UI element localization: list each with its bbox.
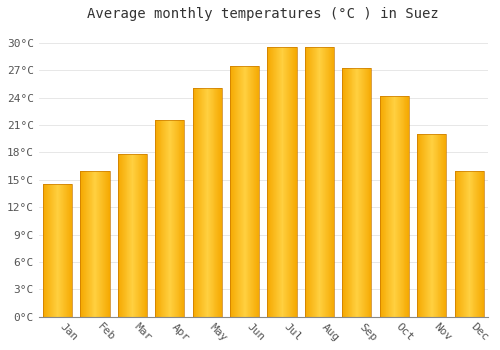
Bar	[118, 154, 147, 317]
Bar	[80, 171, 110, 317]
Bar	[417, 134, 446, 317]
Title: Average monthly temperatures (°C ) in Suez: Average monthly temperatures (°C ) in Su…	[88, 7, 439, 21]
Bar	[342, 68, 372, 317]
Bar	[380, 96, 409, 317]
Bar	[43, 184, 72, 317]
Bar	[230, 65, 259, 317]
Bar	[155, 120, 184, 317]
Bar	[454, 171, 484, 317]
Bar	[305, 47, 334, 317]
Bar	[268, 47, 296, 317]
Bar	[192, 89, 222, 317]
